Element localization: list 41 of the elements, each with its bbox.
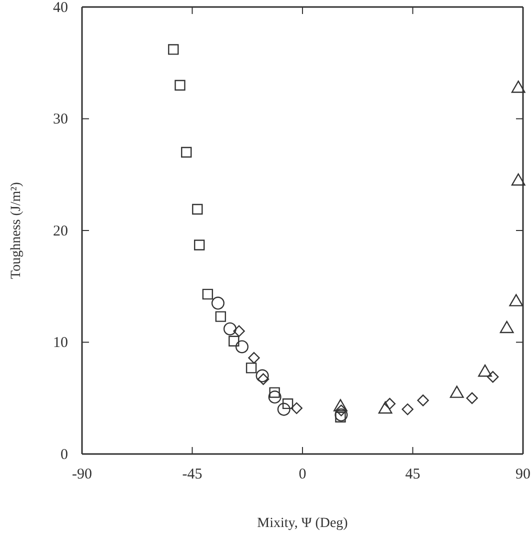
point bbox=[277, 402, 290, 416]
point bbox=[174, 80, 186, 91]
point bbox=[228, 336, 240, 346]
point bbox=[466, 392, 478, 404]
y-tick-label: 30 bbox=[53, 112, 68, 128]
y-tick-label: 0 bbox=[60, 446, 68, 463]
x-tick-label: 0 bbox=[298, 466, 306, 483]
point bbox=[215, 311, 226, 322]
x-axis-title: Mixity, Ψ (Deg) bbox=[257, 516, 348, 531]
point bbox=[192, 204, 203, 215]
point bbox=[248, 352, 260, 364]
y-axis-title: Toughness (J/m²) bbox=[9, 182, 24, 279]
point bbox=[202, 288, 214, 300]
point bbox=[233, 325, 245, 337]
point bbox=[235, 340, 248, 354]
x-tick-label: -45 bbox=[182, 466, 202, 483]
point bbox=[168, 44, 179, 55]
point bbox=[194, 240, 205, 250]
point bbox=[181, 146, 192, 158]
point bbox=[246, 362, 257, 374]
point bbox=[487, 371, 499, 383]
point bbox=[402, 403, 414, 416]
point bbox=[417, 394, 429, 406]
x-tick-label: -90 bbox=[72, 466, 92, 483]
point bbox=[335, 404, 348, 416]
point bbox=[268, 390, 282, 404]
point bbox=[211, 296, 224, 310]
point bbox=[282, 398, 294, 410]
point bbox=[290, 402, 302, 414]
point bbox=[269, 387, 280, 398]
y-tick-label: 10 bbox=[53, 335, 68, 352]
point bbox=[335, 412, 346, 422]
y-tick-label: 20 bbox=[53, 223, 68, 240]
point bbox=[334, 408, 348, 422]
y-tick-label: 40 bbox=[53, 0, 68, 16]
x-tick-label: 45 bbox=[405, 466, 420, 483]
x-tick-label: 90 bbox=[516, 466, 530, 483]
point bbox=[223, 322, 236, 336]
point bbox=[384, 398, 396, 410]
point bbox=[257, 373, 270, 385]
point bbox=[256, 369, 269, 382]
